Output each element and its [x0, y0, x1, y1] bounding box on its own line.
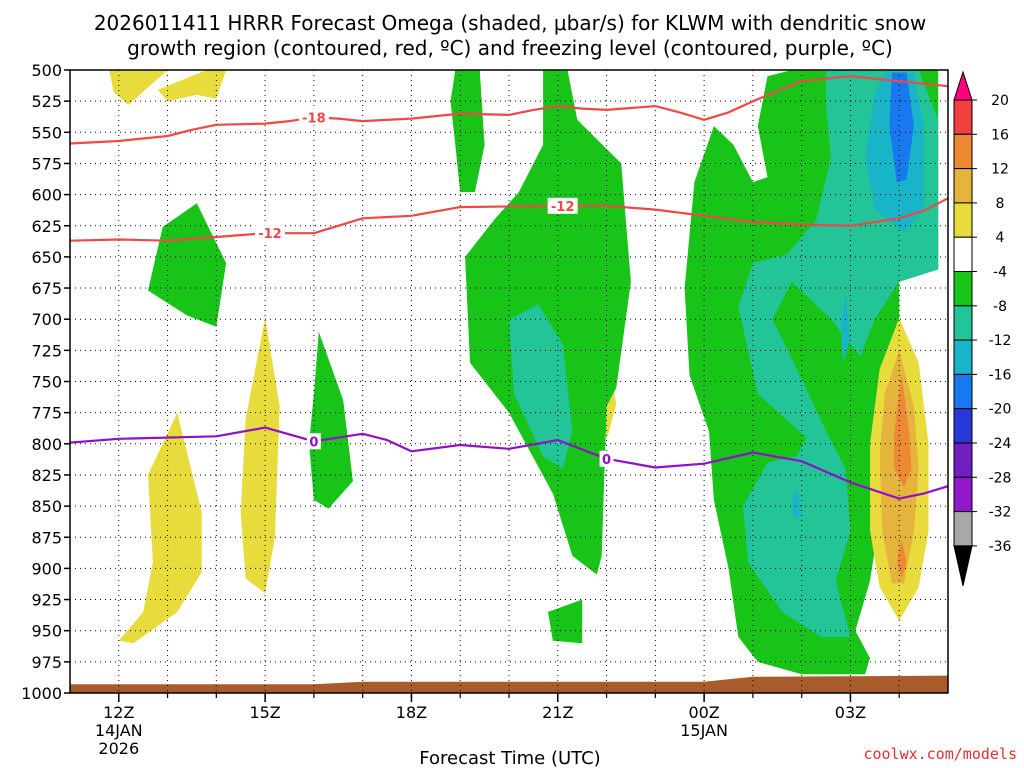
colorbar-bottom-arrow	[953, 545, 973, 587]
colorbar-swatch-11	[953, 442, 973, 478]
isotherm-neg18-label-bg-0	[298, 109, 329, 126]
chart-title-line1: 2026011411 HRRR Forecast Omega (shaded, …	[94, 11, 926, 35]
y-tick-label-700: 700	[31, 310, 62, 329]
isotherm-neg12-label-0: -12	[258, 227, 282, 242]
omega-region-15	[791, 488, 802, 519]
y-tick-label-550: 550	[31, 123, 62, 142]
isotherm-0-label-bg-1	[599, 450, 614, 467]
colorbar-label-12: -32	[989, 505, 1012, 521]
y-tick-label-800: 800	[31, 435, 62, 454]
isotherm-neg12-label-bg-1	[547, 197, 578, 214]
y-tick-label-650: 650	[31, 248, 62, 267]
ground-surface	[70, 675, 948, 693]
y-tick-label-575: 575	[31, 154, 62, 173]
y-tick-label-900: 900	[31, 559, 62, 578]
omega-region-4	[240, 318, 280, 594]
x-axis-title: Forecast Time (UTC)	[419, 748, 600, 768]
y-tick-label-750: 750	[31, 373, 62, 392]
x-tick-label-15: 15Z	[249, 703, 280, 722]
omega-region-1	[157, 70, 227, 102]
y-tick-label-975: 975	[31, 653, 62, 672]
ground-layer	[70, 675, 948, 693]
colorbar-label-1: 16	[991, 127, 1009, 143]
colorbar-swatch-1	[953, 99, 973, 135]
colorbar-label-9: -20	[989, 402, 1012, 418]
colorbar-swatch-4	[953, 202, 973, 238]
colorbar-label-5: -4	[993, 265, 1007, 281]
isotherm-neg18-label-0: -18	[302, 111, 326, 126]
colorbar-label-10: -24	[989, 436, 1012, 452]
isotherm-0-line	[70, 426, 948, 500]
isotherm-neg12-label-1: -12	[551, 200, 575, 215]
y-tick-label-825: 825	[31, 466, 62, 485]
isotherm-neg12-label-bg-0	[254, 225, 285, 242]
y-tick-label-875: 875	[31, 528, 62, 547]
omega-region-0	[109, 70, 168, 105]
colorbar-swatch-6	[953, 271, 973, 307]
isotherm-0-label-0: 0	[309, 435, 318, 450]
y-tick-label-625: 625	[31, 217, 62, 236]
x-tick-date-24: 15JAN	[680, 721, 728, 740]
colorbar-swatch-2	[953, 133, 973, 170]
y-tick-label-675: 675	[31, 279, 62, 298]
isotherm-0-label-1: 0	[602, 453, 611, 468]
omega-region-19	[894, 375, 912, 488]
x-tick-label-12: 12Z	[103, 703, 134, 722]
colorbar-label-8: -16	[989, 367, 1012, 383]
x-tick-label-24: 00Z	[688, 703, 719, 722]
isotherm-neg12-line	[70, 197, 948, 242]
y-axis: 500 525 550 575 600 625 650 675 700 725 750 775 800 8…	[21, 61, 70, 703]
chart-title-line2: growth region (contoured, red, ºC) and f…	[127, 36, 893, 60]
colorbar-label-13: -36	[989, 539, 1012, 555]
colorbar-swatch-5	[953, 236, 973, 272]
y-tick-label-525: 525	[31, 92, 62, 111]
y-tick-label-950: 950	[31, 622, 62, 641]
omega-region-14	[840, 294, 851, 363]
colorbar-label-7: -12	[989, 333, 1012, 349]
y-tick-label-500: 500	[31, 61, 62, 80]
isotherm-neg18-line	[70, 75, 948, 145]
y-tick-label-1000: 1000	[21, 684, 62, 703]
y-tick-label-600: 600	[31, 186, 62, 205]
colorbar-label-0: 20	[991, 93, 1009, 109]
colorbar-swatch-9	[953, 373, 973, 410]
omega-region-10	[509, 304, 573, 469]
omega-region-16	[889, 72, 914, 183]
omega-region-5	[309, 331, 353, 509]
x-tick-label-27: 03Z	[835, 703, 866, 722]
colorbar-swatch-13	[953, 511, 973, 547]
isotherm-0-label-bg-0	[306, 433, 321, 450]
credit-text: coolwx.com/models	[863, 745, 1017, 763]
y-tick-label-850: 850	[31, 497, 62, 516]
colorbar-swatch-7	[953, 305, 973, 341]
colorbar: 20 16 12 8 4 -4 -8 -12 -16 -20 -24 -28 -32 -36	[953, 70, 1012, 587]
colorbar-label-3: 8	[996, 196, 1005, 212]
isotherm-contours: -18 -12 -12 0 0	[70, 75, 948, 500]
omega-region-9	[548, 599, 583, 644]
colorbar-swatch-12	[953, 476, 973, 513]
colorbar-label-2: 12	[991, 162, 1009, 178]
x-tick-label-21: 21Z	[542, 703, 573, 722]
x-tick-year-12: 2026	[98, 739, 139, 758]
omega-region-3	[118, 412, 202, 644]
colorbar-swatch-3	[953, 168, 973, 204]
colorbar-label-6: -8	[993, 299, 1007, 315]
colorbar-swatch-10	[953, 408, 973, 444]
y-tick-label-925: 925	[31, 591, 62, 610]
colorbar-swatch-8	[953, 339, 973, 375]
colorbar-label-11: -28	[989, 470, 1012, 486]
colorbar-top-arrow	[953, 70, 973, 101]
colorbar-label-4: 4	[996, 230, 1005, 246]
y-tick-label-725: 725	[31, 341, 62, 360]
x-tick-label-18: 18Z	[396, 703, 427, 722]
x-tick-date-12: 14JAN	[95, 721, 143, 740]
omega-region-7	[450, 70, 485, 193]
y-tick-label-775: 775	[31, 404, 62, 423]
omega-region-20	[896, 539, 907, 579]
